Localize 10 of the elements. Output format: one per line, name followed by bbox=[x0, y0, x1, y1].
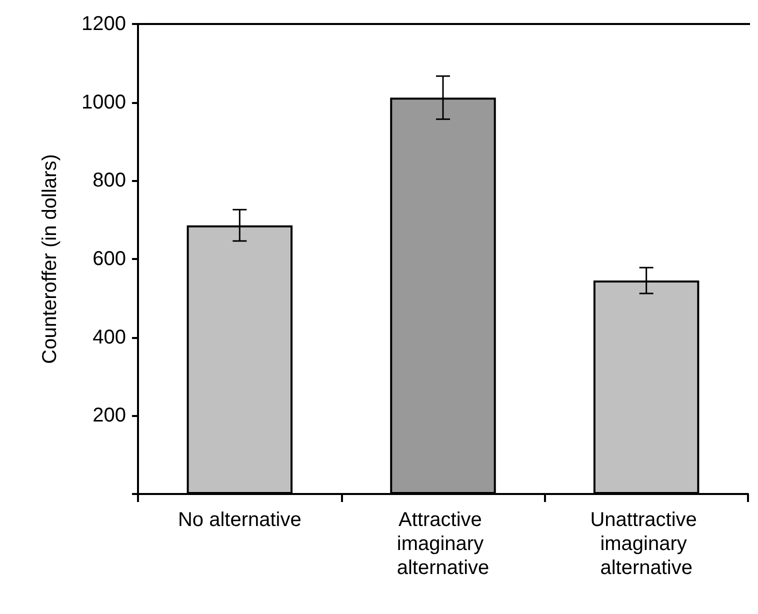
y-tick-label: 800 bbox=[92, 170, 126, 192]
y-axis-title: Counteroffer (in dollars) bbox=[39, 154, 61, 364]
x-tick-label: Unattractive imaginary alternative bbox=[590, 509, 702, 579]
y-tick-label: 400 bbox=[92, 326, 126, 348]
x-tick-label: No alternative bbox=[178, 509, 302, 531]
y-tick-label: 1200 bbox=[82, 13, 126, 35]
y-tick-label: 200 bbox=[92, 404, 126, 427]
y-tick-label: 1000 bbox=[82, 91, 126, 114]
y-tick-label: 600 bbox=[92, 248, 126, 270]
x-tick-label: Attractive imaginary alternative bbox=[396, 509, 490, 579]
